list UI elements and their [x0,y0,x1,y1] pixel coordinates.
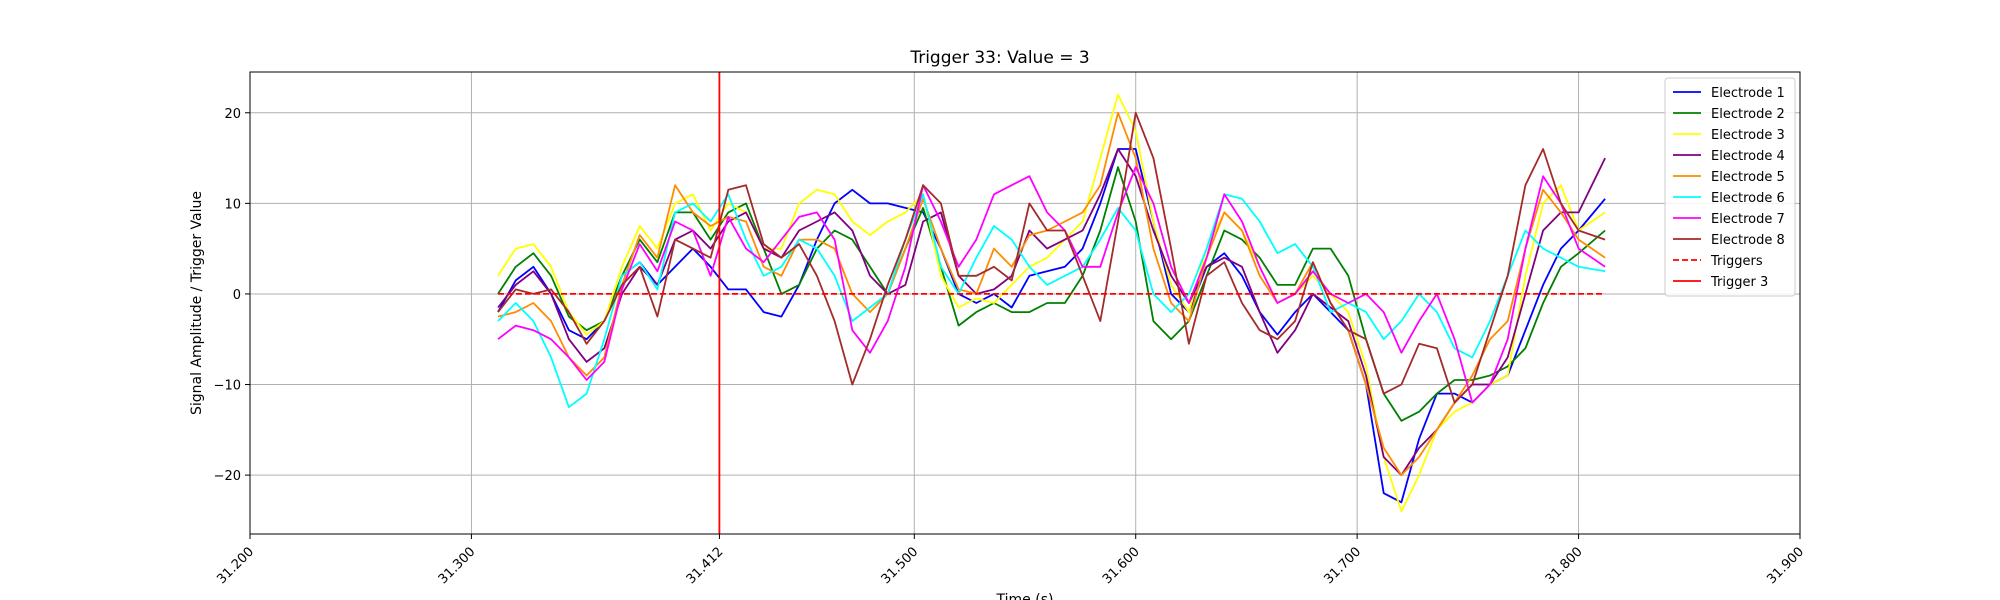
legend-label: Electrode 4 [1711,149,1785,164]
x-axis-label: Time (s) [996,592,1054,600]
legend-label: Trigger 3 [1710,275,1768,290]
series-line-1 [497,148,1606,504]
series-line-2 [497,166,1606,422]
series-line-6 [497,193,1606,409]
y-axis-label: Signal Amplitude / Trigger Value [189,191,205,415]
legend-label: Electrode 5 [1711,170,1785,185]
legend-label: Electrode 7 [1711,212,1785,227]
series-line-4 [497,148,1606,477]
y-tick-label: −10 [214,379,241,394]
y-tick-label: −20 [214,469,241,484]
legend-box [1664,77,1796,297]
series-line-8 [497,111,1606,404]
y-tick-label: 0 [233,288,241,303]
chart-title: Trigger 33: Value = 3 [909,48,1089,68]
series-line-3 [497,93,1606,513]
plot-area [497,72,1606,534]
legend: Electrode 1 Electrode 2 Electrode 3 Electro… [1664,77,1796,297]
legend-label: Electrode 6 [1711,191,1785,206]
series-line-7 [497,166,1606,404]
y-tick-label: 10 [224,197,241,212]
legend-label: Electrode 8 [1711,233,1785,248]
plot-frame [249,71,1801,535]
y-tick-label: 20 [224,107,241,122]
legend-label: Electrode 1 [1711,86,1785,101]
legend-label: Electrode 3 [1711,128,1785,143]
legend-label: Triggers [1710,254,1763,269]
legend-label: Electrode 2 [1711,107,1785,122]
